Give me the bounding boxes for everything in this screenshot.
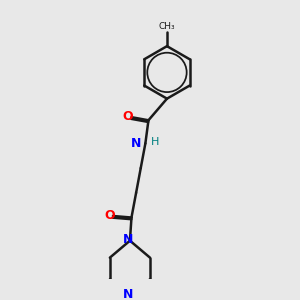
Text: H: H [151, 137, 159, 147]
Text: N: N [123, 233, 134, 246]
Text: N: N [123, 288, 134, 300]
Text: O: O [104, 209, 115, 222]
Text: N: N [131, 137, 142, 150]
Text: O: O [122, 110, 133, 123]
Text: CH₃: CH₃ [159, 22, 175, 31]
